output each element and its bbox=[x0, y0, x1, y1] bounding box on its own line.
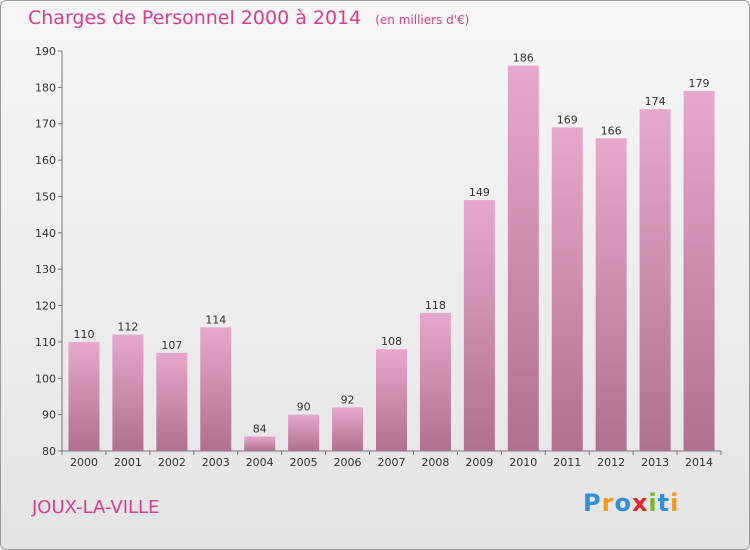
logo-letter: x bbox=[631, 489, 649, 517]
data-label: 92 bbox=[341, 393, 355, 406]
logo-letter: r bbox=[601, 489, 615, 517]
bar bbox=[507, 65, 539, 451]
y-tick-label: 80 bbox=[42, 445, 56, 458]
bars bbox=[68, 65, 715, 452]
y-tick-label: 120 bbox=[35, 300, 56, 313]
y-tick-label: 180 bbox=[35, 81, 56, 94]
y-tick-label: 160 bbox=[35, 154, 56, 167]
x-tick-label: 2008 bbox=[421, 456, 449, 469]
y-tick-label: 170 bbox=[35, 118, 56, 131]
logo-letter: i bbox=[648, 489, 658, 517]
data-label: 169 bbox=[557, 113, 578, 126]
bar bbox=[332, 407, 364, 451]
data-label: 174 bbox=[645, 95, 666, 108]
proxiti-logo: Proxiti bbox=[583, 489, 679, 517]
bar bbox=[288, 414, 320, 451]
x-tick-label: 2002 bbox=[158, 456, 186, 469]
bar bbox=[156, 352, 188, 451]
bar bbox=[551, 127, 583, 451]
logo-letter: i bbox=[670, 489, 680, 517]
bar bbox=[595, 138, 627, 452]
x-tick-label: 2004 bbox=[246, 456, 274, 469]
data-label: 118 bbox=[425, 299, 446, 312]
x-tick-label: 2010 bbox=[509, 456, 537, 469]
y-tick-label: 190 bbox=[35, 45, 56, 58]
data-label: 186 bbox=[513, 52, 534, 65]
data-label: 166 bbox=[601, 124, 622, 137]
data-label: 90 bbox=[297, 401, 311, 414]
y-tick-label: 130 bbox=[35, 263, 56, 276]
x-tick-label: 2001 bbox=[114, 456, 142, 469]
chart-title: Charges de Personnel 2000 à 2014 (en mill… bbox=[28, 7, 469, 29]
data-labels: 110 112 107 114 84 90 92 108 118 149 186 169 166 174 1… bbox=[73, 52, 709, 436]
commune-name: JOUX-LA-VILLE bbox=[32, 497, 160, 518]
title-text: Charges de Personnel 2000 à 2014 bbox=[28, 7, 362, 29]
x-tick-label: 2006 bbox=[334, 456, 362, 469]
y-tick-label: 90 bbox=[42, 409, 56, 422]
y-tick-label: 100 bbox=[35, 372, 56, 385]
bar bbox=[244, 436, 276, 451]
y-tick-label: 110 bbox=[35, 336, 56, 349]
x-tick-label: 2007 bbox=[378, 456, 406, 469]
data-label: 110 bbox=[73, 328, 94, 341]
data-label: 179 bbox=[689, 77, 710, 90]
x-tick-label: 2012 bbox=[597, 456, 625, 469]
logo-letter: o bbox=[614, 489, 632, 517]
data-label: 107 bbox=[161, 339, 182, 352]
x-tick-label: 2003 bbox=[202, 456, 230, 469]
data-label: 114 bbox=[205, 313, 226, 326]
x-tick-label: 2014 bbox=[685, 456, 713, 469]
data-label: 112 bbox=[117, 321, 138, 334]
y-tick-label: 140 bbox=[35, 227, 56, 240]
chart-subtitle: (en milliers d'€) bbox=[375, 13, 470, 27]
x-tick-label: 2013 bbox=[641, 456, 669, 469]
data-label: 108 bbox=[381, 335, 402, 348]
x-tick-label: 2005 bbox=[290, 456, 318, 469]
bar bbox=[683, 91, 715, 451]
x-tick-label: 2009 bbox=[465, 456, 493, 469]
bar bbox=[376, 349, 407, 451]
data-label: 84 bbox=[253, 422, 267, 435]
x-tick-label: 2000 bbox=[70, 456, 98, 469]
logo-letter: P bbox=[583, 489, 602, 517]
y-tick-label: 150 bbox=[35, 190, 56, 203]
bar bbox=[200, 327, 232, 451]
bar bbox=[463, 200, 495, 451]
logo-letter: t bbox=[657, 489, 671, 517]
data-label: 149 bbox=[469, 186, 490, 199]
bar bbox=[419, 312, 451, 451]
x-tick-label: 2011 bbox=[553, 456, 581, 469]
bar bbox=[68, 341, 100, 451]
bar bbox=[112, 334, 144, 451]
bar bbox=[639, 109, 671, 451]
